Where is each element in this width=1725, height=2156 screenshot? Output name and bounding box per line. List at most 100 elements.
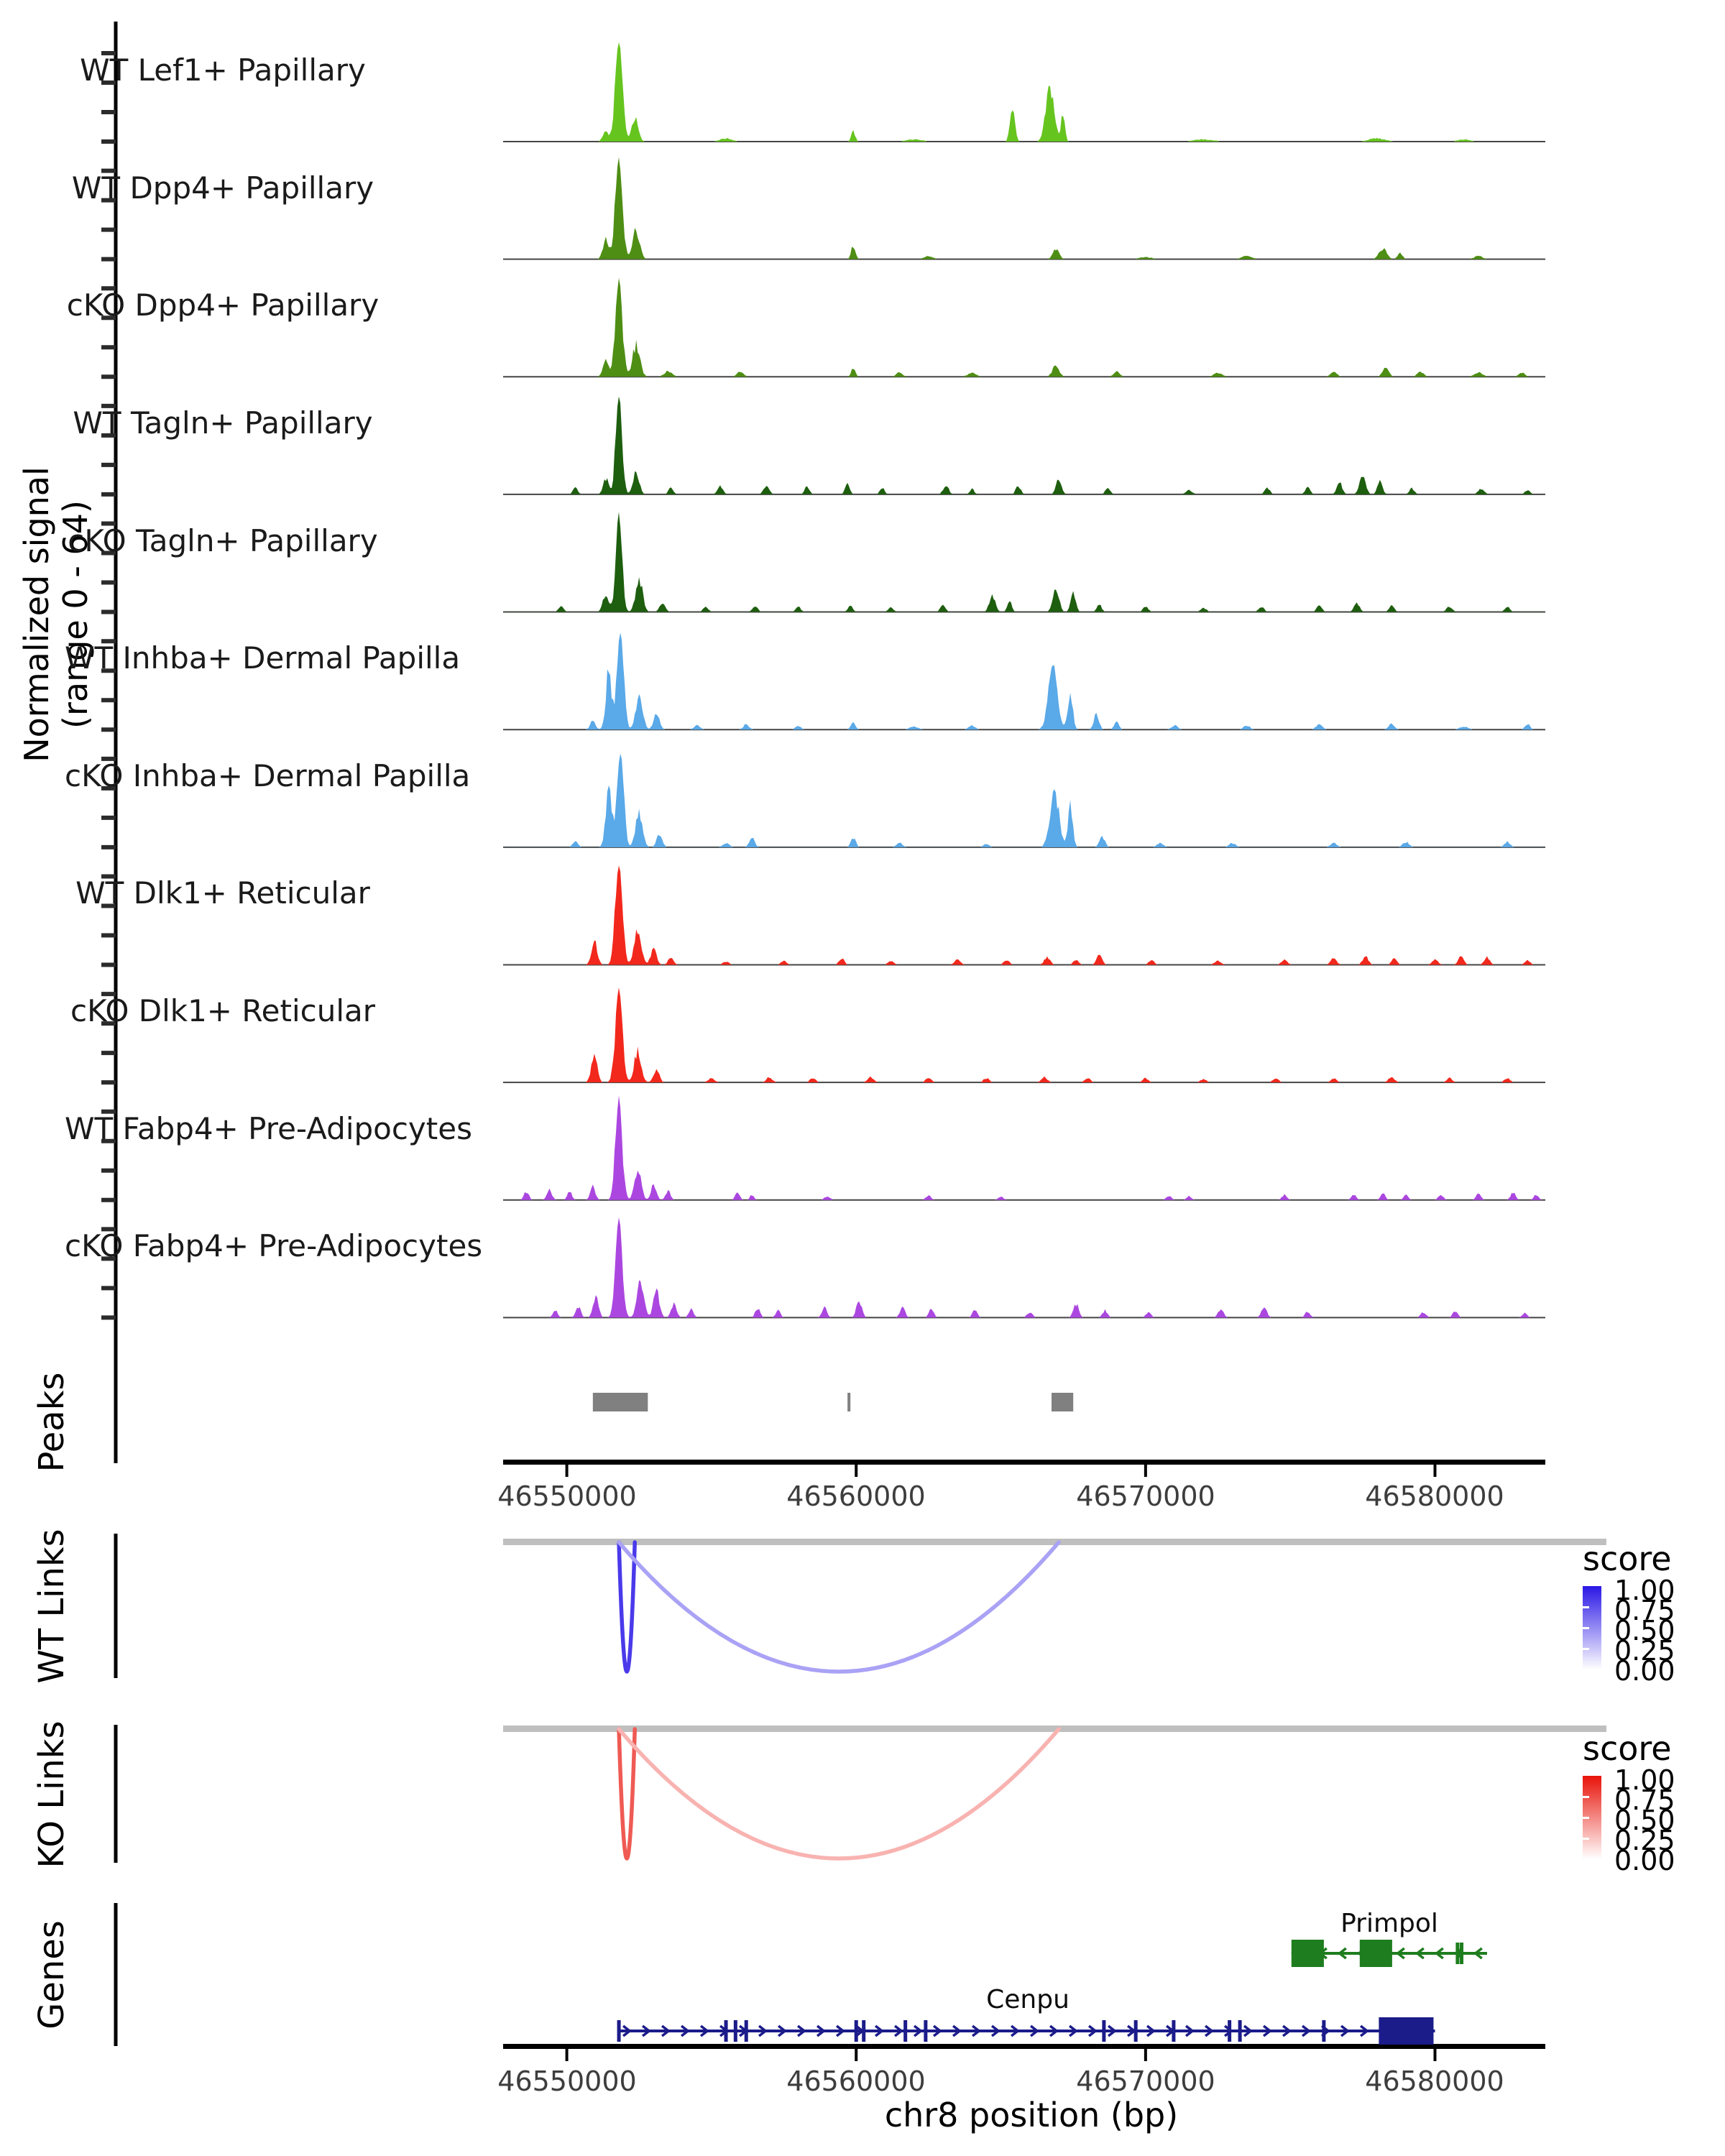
gene-thin-exon [1172,2020,1176,2042]
axis2-tick-46550000: 46550000 [497,2065,637,2097]
gene-strand-arrow [913,2024,923,2037]
wt-score-legend-gradient [1583,1586,1601,1669]
x-axis-title: chr8 position (bp) [884,2096,1179,2134]
peak-box-1 [847,1393,851,1411]
axis2-tick-46580000: 46580000 [1365,2065,1504,2097]
ko-score-legend-gradient [1583,1776,1601,1859]
gene-thin-exon [617,2020,621,2042]
signal-track-3 [503,396,1545,494]
wt-link-arc-1 [617,1540,1061,1674]
gene-thin-exon [924,2020,928,2042]
gene-strand-arrow [1204,2024,1214,2037]
gene-strand-arrow [661,2024,671,2037]
signal-track-10 [503,1217,1545,1318]
signal-track-1 [503,157,1545,259]
genomic-axis-tick [1144,1465,1147,1477]
track-label-cko-inhba: cKO Inhba+ Dermal Papilla [65,758,471,793]
ko-link-arc-1 [617,1727,1061,1861]
peak-box-0 [592,1393,648,1411]
genomic-axis-tick [855,1465,858,1477]
section-label-peaks: Peaks [32,1372,72,1473]
gene-strand-arrow [1010,2024,1020,2037]
gene-thin-exon [1322,2020,1326,2042]
gene-strand-arrow [816,2024,826,2037]
gene-thin-exon [1228,2020,1232,2042]
gene-strand-arrow [777,2024,787,2037]
gene-strand-arrow [1049,2024,1059,2037]
gene-thin-exon [733,2020,737,2042]
gene-strand-arrow [1087,2024,1098,2037]
signal-track-9 [503,1095,1545,1200]
gene-strand-arrow [758,2024,768,2037]
genomic-axis-tick [1433,2049,1437,2061]
genomic-axis-tick [565,1465,569,1477]
gene-strand-arrow [1337,1947,1347,1960]
wt-links-bar [503,1539,1606,1545]
gene-exon [1291,1940,1324,1967]
gene-thin-exon [1102,2020,1106,2042]
y-axis-label: Normalized signal (range 0 - 64) [17,466,95,763]
genomic-axis-tick [565,2049,569,2061]
gene-label-primpol: Primpol [1340,1909,1438,1938]
gene-thin-exon [744,2020,748,2042]
gene-strand-arrow [990,2024,1000,2037]
ko-score-label-025: 0.25 [1614,1825,1675,1856]
axis1-tick-46570000: 46570000 [1076,1480,1215,1512]
axis2-tick-46570000: 46570000 [1076,2065,1215,2097]
gene-strand-arrow [1282,2024,1292,2037]
gene-thin-exon [1455,1943,1460,1964]
genomic-axis-0 [503,1460,1545,1465]
gene-thin-exon [903,2020,908,2042]
gene-strand-arrow [1029,2024,1039,2037]
gene-thin-exon [724,2020,728,2042]
ko-score-label-000: 0.00 [1614,1845,1675,1876]
ko-score-label-100: 1.00 [1614,1764,1675,1796]
gene-strand-arrow [1146,2024,1156,2037]
ko-links-bar [503,1726,1606,1732]
wt-score-label-050: 0.50 [1614,1615,1675,1646]
track-label-wt-dlk1: WT Dlk1+ Reticular [75,875,370,911]
gene-strand-arrow [796,2024,806,2037]
track-label-cko-dlk1: cKO Dlk1+ Reticular [70,993,375,1028]
axis1-tick-46550000: 46550000 [497,1480,637,1512]
gene-strand-arrow [1068,2024,1078,2037]
track-label-wt-tagln: WT Tagln+ Papillary [73,405,373,441]
signal-track-0 [503,42,1545,142]
gene-strand-arrow [699,2024,709,2037]
gene-strand-arrow [1301,2024,1311,2037]
gene-strand-arrow [1395,1947,1405,1960]
gene-strand-arrow [641,2024,651,2037]
track-label-wt-fabp4: WT Fabp4+ Pre-Adipocytes [65,1111,472,1146]
gene-strand-arrow [932,2024,942,2037]
signal-track-4 [503,512,1545,612]
gene-strand-arrow [971,2024,981,2037]
gene-strand-arrow [1473,1947,1483,1960]
gene-thin-exon [862,2020,866,2042]
ko-score-label-050: 0.50 [1614,1805,1675,1836]
wt-score-label-025: 0.25 [1614,1635,1675,1667]
gene-strand-arrow [835,2024,845,2037]
signal-track-8 [503,987,1545,1083]
gene-strand-arrow [680,2024,690,2037]
axis1-tick-46580000: 46580000 [1365,1480,1504,1512]
gene-strand-arrow [1414,1947,1425,1960]
gene-label-cenpu: Cenpu [986,1985,1070,2014]
signal-track-7 [503,865,1545,965]
track-label-wt-dpp4: WT Dpp4+ Papillary [71,170,374,206]
section-label-genes: Genes [32,1920,72,2030]
wt-score-legend-title: score [1583,1539,1672,1578]
ko-score-label-075: 0.75 [1614,1784,1675,1816]
track-label-cko-tagln: cKO Tagln+ Papillary [68,523,378,558]
genomic-axis-tick [855,2049,858,2061]
gene-strand-arrow [1359,2024,1369,2037]
gene-thin-exon [1460,1943,1464,1964]
gene-exon [1379,2017,1434,2045]
signal-track-6 [503,753,1545,847]
track-label-wt-inhba: WT Inhba+ Dermal Papilla [65,640,461,676]
section-label-wt-links: WT Links [32,1529,72,1684]
wt-score-label-100: 1.00 [1614,1575,1675,1606]
gene-strand-arrow [1340,2024,1350,2037]
gene-strand-arrow [1434,1947,1444,1960]
